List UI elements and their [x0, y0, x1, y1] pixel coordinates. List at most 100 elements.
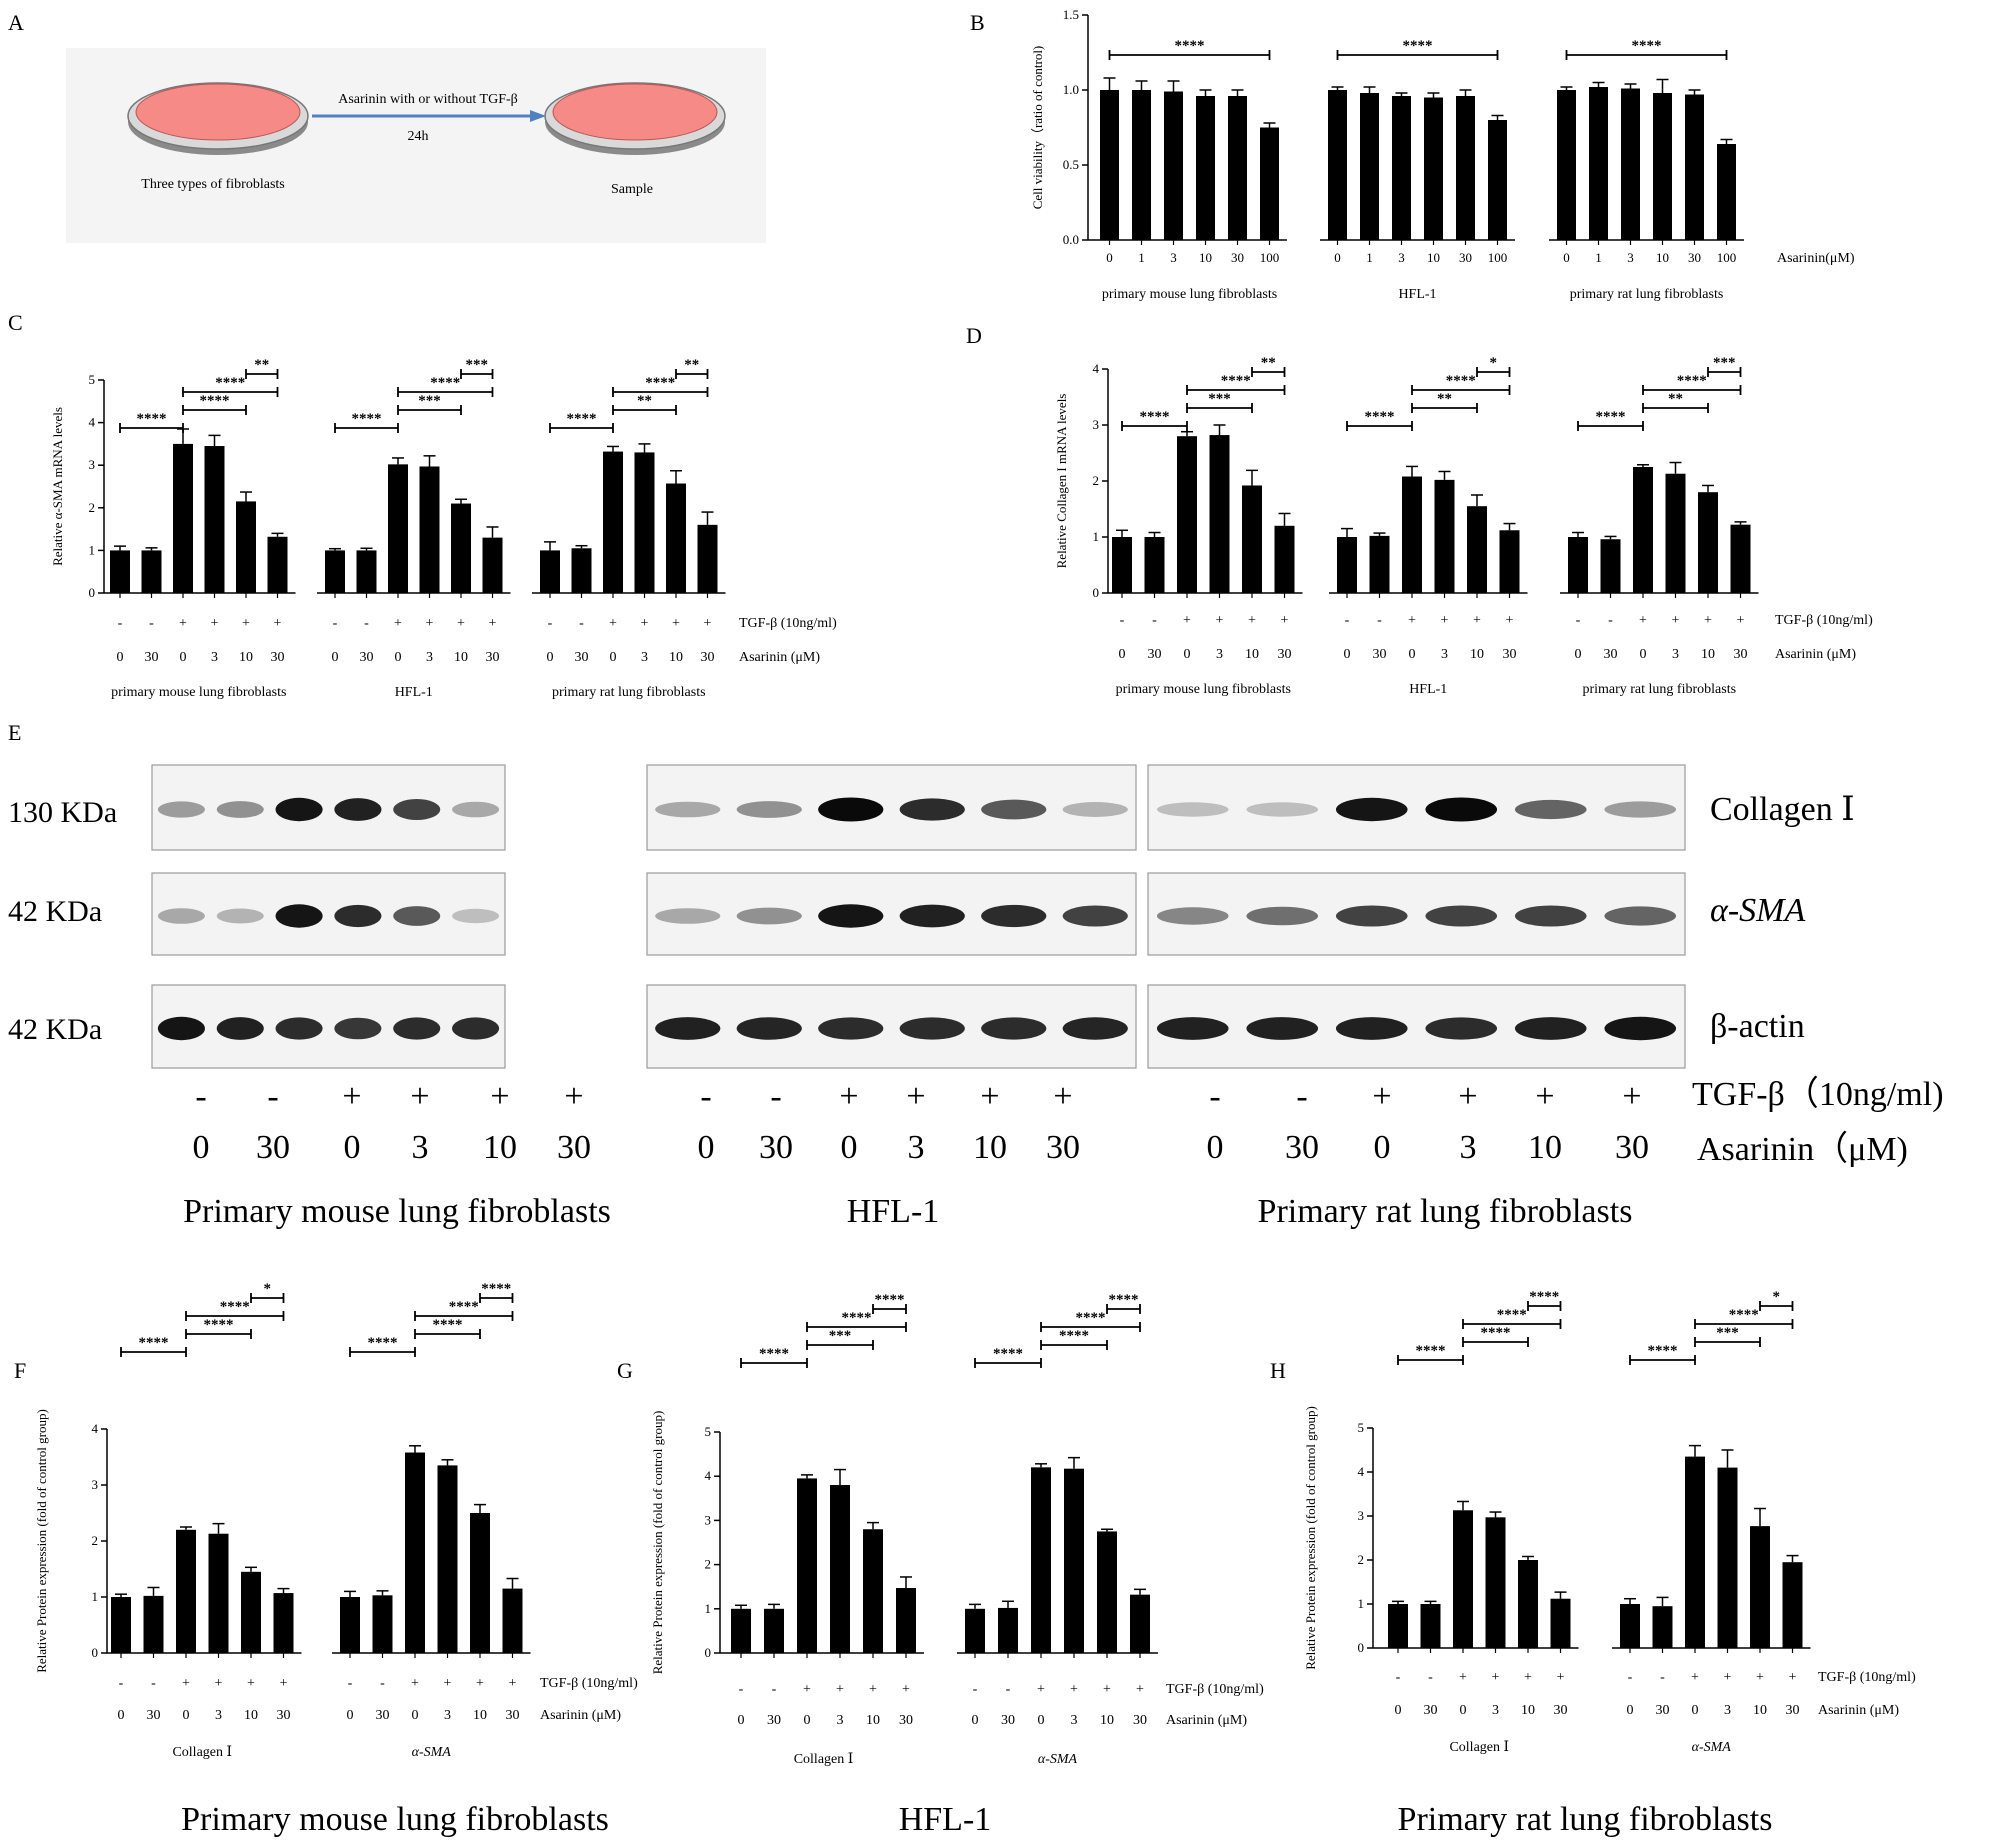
blot-band: [1246, 906, 1319, 926]
blot-band: [1514, 799, 1587, 820]
tgf-sign: +: [803, 1682, 811, 1697]
tgf-sign: +: [1756, 1670, 1764, 1685]
sig-stars: ****: [1529, 1289, 1559, 1305]
y-tick-label: 3: [92, 1477, 99, 1492]
y-tick-label: 4: [1093, 361, 1100, 376]
y-tick-label: 2: [92, 1533, 99, 1548]
blot-band: [334, 1017, 382, 1040]
y-tick-label: 5: [705, 1424, 712, 1439]
sig-stars: ****: [993, 1346, 1023, 1362]
bar: [1100, 90, 1119, 240]
bar: [372, 1595, 393, 1653]
asarinin-dose: 3: [1216, 647, 1223, 662]
asarinin-dose: 30: [506, 1708, 520, 1723]
blot-membrane: [646, 872, 1137, 956]
bar: [797, 1478, 817, 1653]
asarinin-dose: 3: [215, 1708, 222, 1723]
tgf-sign: +: [1216, 613, 1224, 628]
bar: [273, 1593, 294, 1653]
asarinin-dose: 10: [1100, 1713, 1114, 1728]
asarinin-dose: 3: [1492, 1703, 1499, 1718]
bar: [482, 537, 503, 593]
asarinin-dose: 10: [454, 650, 468, 665]
y-tick-label: 2: [1093, 473, 1100, 488]
wb-tgf-sign: +: [1372, 1078, 1391, 1115]
y-tick-label: 3: [89, 457, 96, 472]
bar: [1260, 127, 1279, 240]
bar: [1420, 1604, 1441, 1648]
asarinin-dose: 0: [1460, 1703, 1467, 1718]
sig-stars: ****: [368, 1335, 398, 1351]
blot-band: [393, 1017, 441, 1040]
asarinin-dose: 30: [147, 1708, 161, 1723]
y-tick-label: 1: [1358, 1596, 1365, 1611]
bar: [1064, 1468, 1084, 1653]
asarinin-dose: 0: [1334, 250, 1341, 265]
panel-label: H: [1270, 1358, 1286, 1383]
tgf-sign: -: [348, 1676, 353, 1691]
panel-e-western-blot: E 130 KDa 42 KDa 42 KDa Collagen Ⅰ α-SMA…: [8, 720, 1944, 1230]
tgf-sign: +: [1524, 1670, 1532, 1685]
blot-band: [818, 1017, 884, 1040]
wb-asarinin-dose: 10: [483, 1129, 517, 1166]
asarinin-dose: 10: [1656, 250, 1669, 265]
sig-stars: ****: [645, 375, 675, 391]
sig-stars: ****: [1076, 1310, 1106, 1326]
y-axis-label: Relative Protein expression (fold of con…: [1303, 1406, 1318, 1670]
blot-band: [1156, 907, 1229, 925]
wb-tgf-sign: +: [490, 1078, 509, 1115]
blot-band: [1604, 1016, 1677, 1041]
asarinin-dose: 0: [1575, 647, 1582, 662]
y-tick-label: 5: [89, 372, 96, 387]
sig-stars: ***: [1208, 391, 1231, 407]
blot-band: [655, 1017, 721, 1040]
blot-band: [818, 904, 884, 928]
asarinin-row-label: Asarinin (μM): [739, 650, 820, 665]
panel-h-chart: H 0 1 2 3 4 5 Relative Protein expression (fold…: [1270, 1289, 1916, 1838]
bar: [1434, 479, 1455, 593]
tgf-row-label: TGF-β (10ng/ml): [540, 1676, 638, 1691]
group-name: primary mouse lung fibroblasts: [111, 685, 286, 700]
bar: [1633, 467, 1653, 593]
asarinin-dose: 3: [641, 650, 648, 665]
wb-asarinin-dose: 3: [908, 1129, 925, 1166]
blot-band: [1062, 905, 1128, 927]
bar: [1031, 1467, 1051, 1653]
group-name: primary rat lung fibroblasts: [1582, 682, 1736, 697]
group-name: primary rat lung fibroblasts: [552, 685, 706, 700]
y-axis-label: Relative Protein expression (fold of con…: [650, 1411, 665, 1675]
bar: [1621, 88, 1640, 240]
bar: [1485, 1517, 1506, 1648]
sig-stars: *: [264, 1281, 272, 1297]
bar: [830, 1485, 850, 1653]
bar: [896, 1588, 916, 1653]
wb-asarinin-dose: 3: [412, 1129, 429, 1166]
sig-stars: ****: [449, 1299, 479, 1315]
tgf-sign: -: [1396, 1670, 1401, 1685]
asarinin-dose: 0: [118, 1708, 125, 1723]
wb-title-rat: Primary rat lung fibroblasts: [1258, 1193, 1633, 1230]
asarinin-dose: 30: [1688, 250, 1701, 265]
y-tick-label: 0: [705, 1645, 712, 1660]
bar: [356, 550, 377, 593]
group-name: HFL-1: [395, 685, 433, 700]
blot-band: [899, 1017, 965, 1040]
tgf-sign: +: [1459, 1670, 1467, 1685]
bar: [110, 550, 130, 593]
sig-stars: ****: [1175, 38, 1205, 54]
tgf-row-label: TGF-β (10ng/ml): [1818, 1670, 1916, 1685]
bar: [1685, 94, 1704, 240]
wb-tgf-sign: +: [410, 1078, 429, 1115]
wb-asarinin-dose: 0: [698, 1129, 715, 1166]
tgf-sign: +: [426, 616, 434, 631]
bar: [1685, 1456, 1705, 1648]
wb-tgf-sign: +: [1053, 1078, 1072, 1115]
tgf-sign: -: [548, 616, 553, 631]
asarinin-dose: 0: [804, 1713, 811, 1728]
wb-title-mouse: Primary mouse lung fibroblasts: [183, 1193, 611, 1230]
y-tick-label: 1.5: [1063, 7, 1079, 22]
wb-asarinin-dose: 30: [1615, 1129, 1649, 1166]
blot-band: [1246, 802, 1319, 817]
tgf-sign: +: [411, 1676, 419, 1691]
